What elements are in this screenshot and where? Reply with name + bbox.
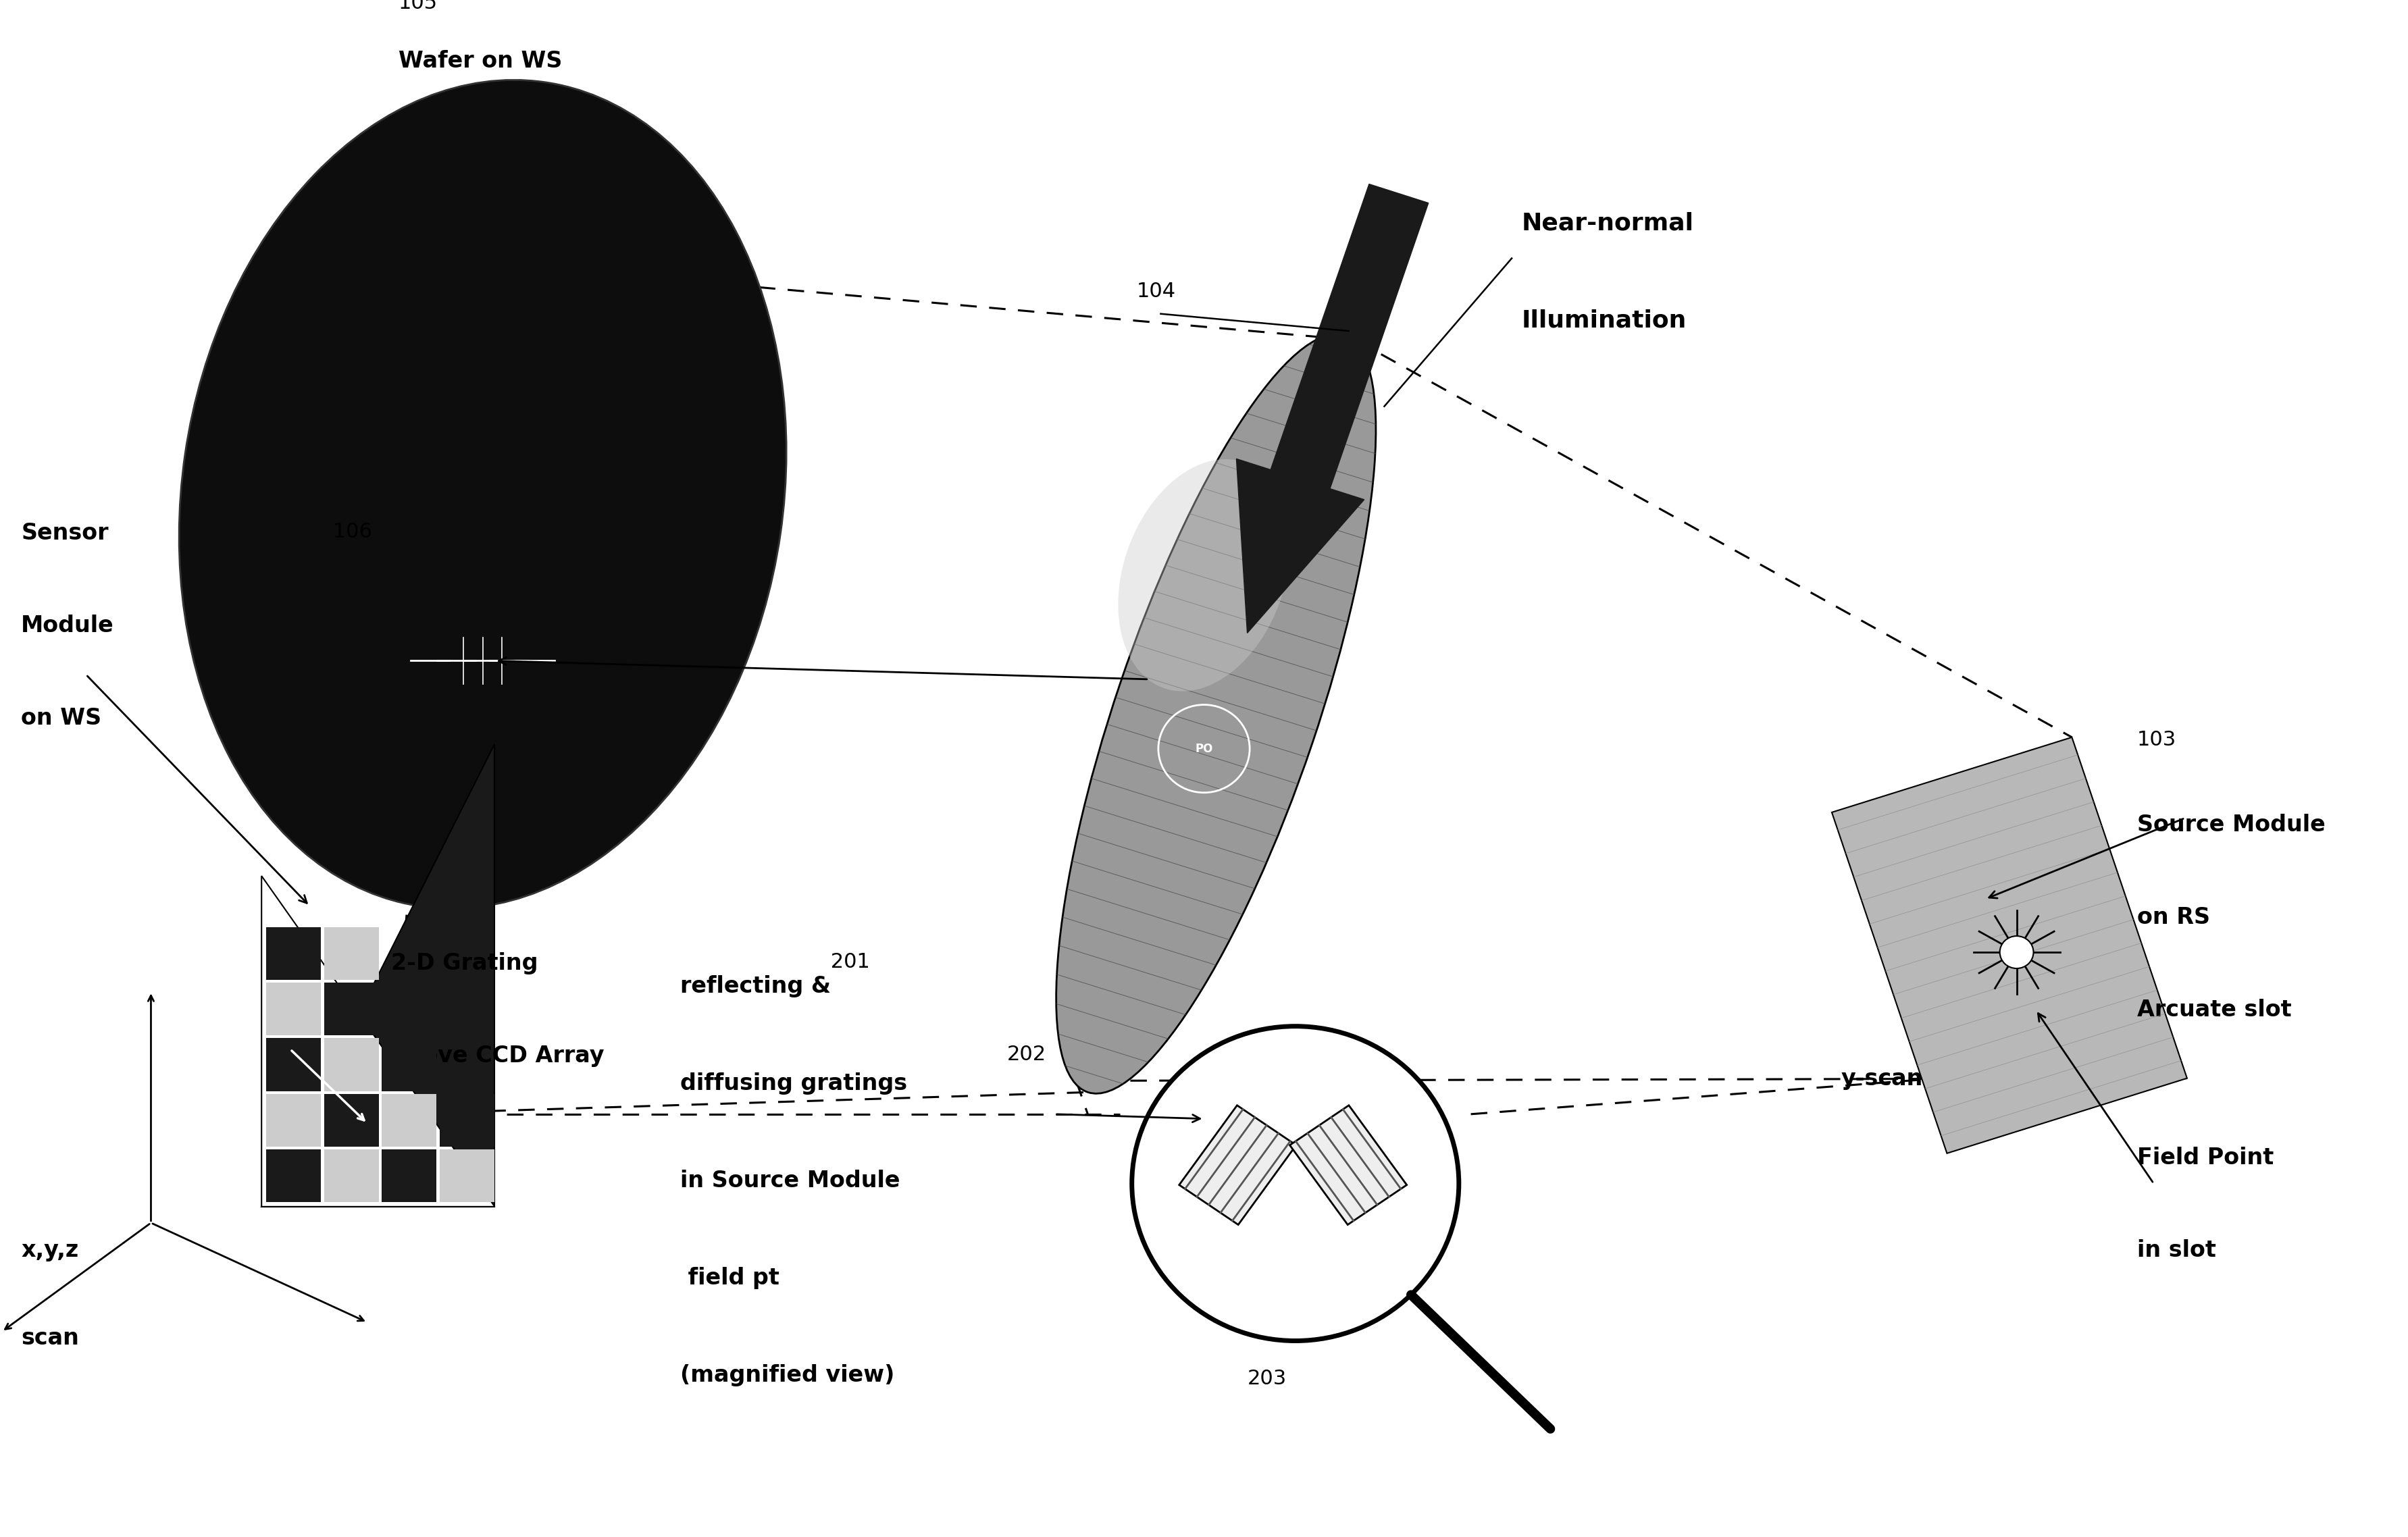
Text: 103: 103	[2136, 730, 2177, 750]
Polygon shape	[267, 1150, 320, 1202]
Text: on RS: on RS	[2136, 905, 2211, 928]
Text: in Source Module: in Source Module	[679, 1170, 901, 1191]
Ellipse shape	[1117, 460, 1291, 692]
Polygon shape	[1832, 738, 2186, 1153]
Polygon shape	[383, 1039, 436, 1091]
Text: Source Module: Source Module	[2136, 813, 2326, 836]
Polygon shape	[1235, 184, 1428, 633]
Text: 104: 104	[1137, 281, 1175, 301]
Polygon shape	[383, 1094, 436, 1147]
Text: scan: scan	[22, 1326, 79, 1349]
Polygon shape	[267, 982, 320, 1036]
Polygon shape	[267, 1094, 320, 1147]
Text: 203: 203	[1247, 1368, 1286, 1388]
Polygon shape	[438, 1150, 494, 1202]
Polygon shape	[262, 744, 494, 1207]
Polygon shape	[1291, 1105, 1406, 1225]
Polygon shape	[262, 876, 494, 1207]
Text: Illumination: Illumination	[1522, 309, 1686, 332]
Polygon shape	[325, 1094, 378, 1147]
Text: PO: PO	[1194, 742, 1214, 755]
Text: diffusing gratings: diffusing gratings	[679, 1073, 908, 1094]
Text: 106: 106	[327, 523, 373, 541]
Polygon shape	[1180, 1105, 1296, 1225]
Circle shape	[1999, 936, 2032, 968]
Text: 2-D Grating: 2-D Grating	[393, 953, 539, 974]
Ellipse shape	[1057, 335, 1375, 1093]
Text: 105: 105	[400, 0, 438, 14]
Text: Sensor: Sensor	[22, 523, 108, 544]
Ellipse shape	[178, 80, 787, 908]
Text: (magnified view): (magnified view)	[679, 1363, 893, 1386]
Text: Field Point: Field Point	[2136, 1147, 2273, 1168]
Polygon shape	[383, 1150, 436, 1202]
Text: Arcuate slot: Arcuate slot	[2136, 999, 2292, 1021]
Text: on WS: on WS	[22, 707, 101, 730]
Text: Wafer on WS: Wafer on WS	[400, 51, 563, 72]
Text: field pt: field pt	[679, 1266, 780, 1290]
Text: Module: Module	[22, 615, 113, 636]
Circle shape	[1132, 1027, 1459, 1340]
Text: 201: 201	[824, 953, 869, 971]
Text: above CCD Array: above CCD Array	[393, 1045, 604, 1067]
Polygon shape	[325, 982, 378, 1036]
Polygon shape	[438, 1094, 494, 1147]
Text: x,y,z: x,y,z	[22, 1239, 79, 1262]
Text: Near-normal: Near-normal	[1522, 212, 1693, 235]
Polygon shape	[267, 927, 320, 981]
Polygon shape	[325, 927, 378, 981]
Text: 202: 202	[1007, 1045, 1045, 1064]
Text: in slot: in slot	[2136, 1239, 2215, 1262]
Text: reflecting &: reflecting &	[679, 976, 831, 998]
Polygon shape	[325, 1039, 378, 1091]
Polygon shape	[267, 1039, 320, 1091]
Polygon shape	[325, 1150, 378, 1202]
Text: y-scan: y-scan	[1842, 1068, 1924, 1090]
